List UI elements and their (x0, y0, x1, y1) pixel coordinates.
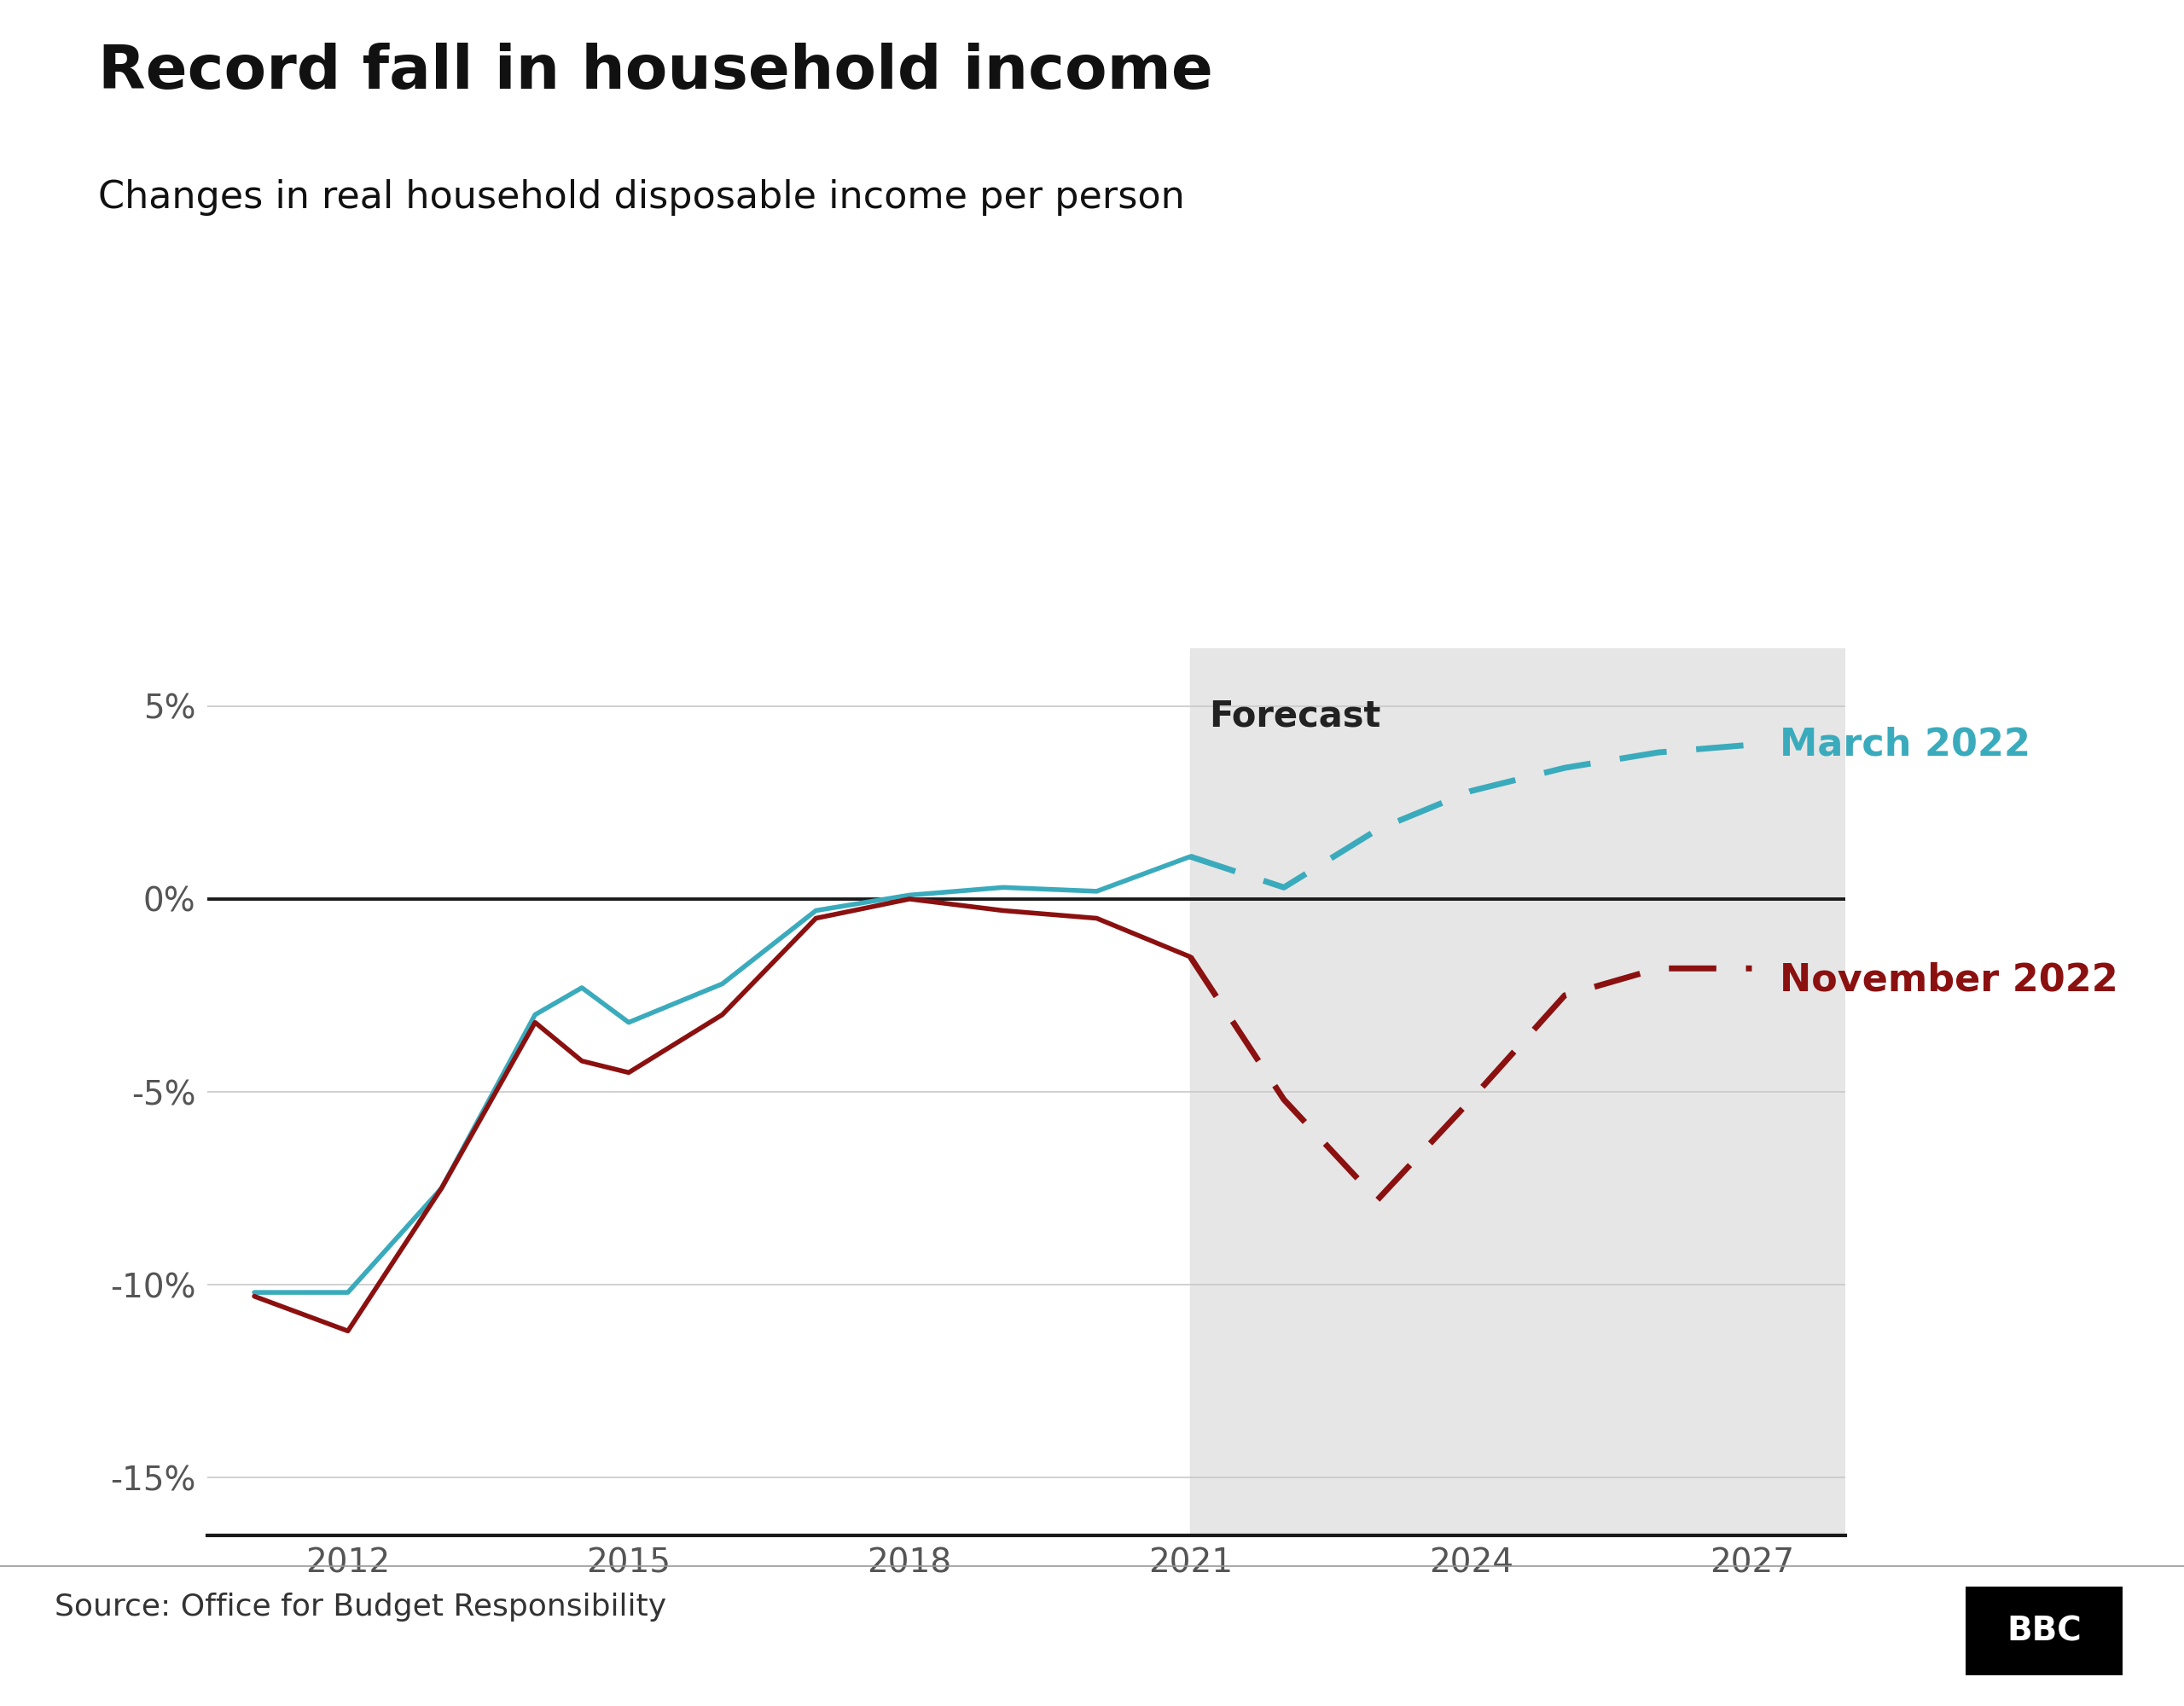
Text: Record fall in household income: Record fall in household income (98, 43, 1212, 102)
Text: Changes in real household disposable income per person: Changes in real household disposable inc… (98, 179, 1186, 215)
Text: November 2022: November 2022 (1780, 962, 2118, 998)
Text: BBC: BBC (2007, 1614, 2081, 1648)
Text: Source: Office for Budget Responsibility: Source: Office for Budget Responsibility (55, 1593, 666, 1621)
Text: March 2022: March 2022 (1780, 727, 2031, 763)
Text: Forecast: Forecast (1210, 698, 1380, 734)
Bar (1190, 648, 2033, 1535)
